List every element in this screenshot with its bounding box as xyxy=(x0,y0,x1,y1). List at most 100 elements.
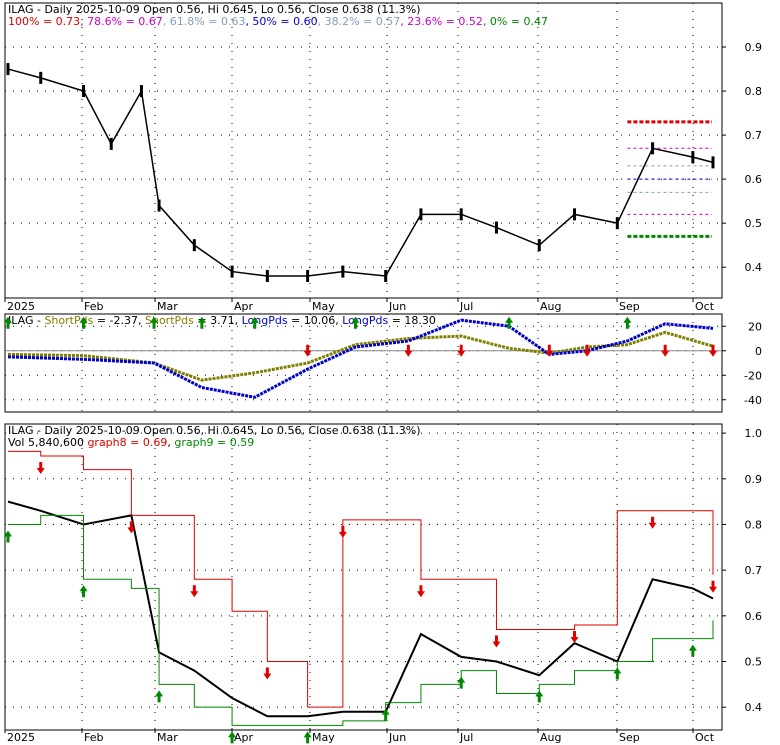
buy-arrow-icon xyxy=(381,708,390,721)
panel1-title: ILAG - Daily 2025-10-09 Open 0.56, Hi 0.… xyxy=(8,3,421,16)
y-tick-label: -40 xyxy=(744,394,762,407)
buy-arrow-icon xyxy=(613,667,622,680)
sell-arrow-icon xyxy=(570,630,579,643)
sell-arrow-icon xyxy=(492,635,501,648)
fib-level-label: , 78.6% = 0.67 xyxy=(80,15,163,28)
buy-arrow-icon xyxy=(505,316,514,329)
fib-level-label: 100% = 0.73 xyxy=(8,15,80,28)
price-bar xyxy=(192,239,196,252)
y-tick-label: 0.9 xyxy=(745,473,763,486)
buy-arrow-icon xyxy=(197,316,206,329)
panel3-legend-part: graph8 = 0.69 xyxy=(87,436,167,449)
y-tick-label: -20 xyxy=(744,369,762,382)
buy-arrow-icon xyxy=(457,676,466,689)
panel-frame-2 xyxy=(4,313,723,413)
fib-level-label: , 23.6% = 0.52 xyxy=(400,15,483,28)
fib-level-label: , 0% = 0.47 xyxy=(483,15,548,28)
price-bar xyxy=(139,85,143,98)
fib-level-label: , 61.8% = 0.63 xyxy=(163,15,246,28)
sell-arrow-icon xyxy=(709,580,717,593)
price-bar xyxy=(265,269,269,282)
panel2-legend-part: ShortPds xyxy=(44,314,93,327)
x-tick-label: May xyxy=(312,731,335,744)
price-bar xyxy=(306,269,310,282)
graph8-line xyxy=(8,450,714,708)
price-bar xyxy=(6,63,10,76)
panel-frame-1 xyxy=(4,2,723,299)
panel2-legend-part: LongPds xyxy=(342,314,388,327)
sell-arrow-icon xyxy=(338,525,347,538)
buy-arrow-icon xyxy=(535,690,544,703)
panel2-legend-part: = 3.71, xyxy=(194,314,242,327)
fib-level-label: , 50% = 0.60 xyxy=(245,15,317,28)
price-bar xyxy=(384,269,388,282)
y-tick-label: 0.5 xyxy=(745,217,763,230)
x-tick-label: Apr xyxy=(234,300,254,313)
sell-arrow-icon xyxy=(545,344,554,357)
price-bar xyxy=(494,221,498,234)
y-tick-label: 0.4 xyxy=(745,261,763,274)
sell-arrow-icon xyxy=(36,461,45,474)
y-tick-label: 0.7 xyxy=(745,129,763,142)
buy-arrow-icon xyxy=(228,731,237,744)
panel2-legend-part: ShortPds xyxy=(145,314,194,327)
price-bar xyxy=(573,208,577,221)
price-bar xyxy=(419,208,423,221)
x-tick-label: Oct xyxy=(695,731,715,744)
x-tick-label: Aug xyxy=(540,300,561,313)
y-tick-label: 0.5 xyxy=(745,655,763,668)
y-tick-label: 0.8 xyxy=(745,518,763,531)
x-tick-label: 2025 xyxy=(7,731,35,744)
x-tick-label: Mar xyxy=(157,731,178,744)
buy-arrow-icon xyxy=(351,316,360,329)
buy-arrow-icon xyxy=(155,690,164,703)
x-tick-label: Aug xyxy=(540,731,561,744)
panel2-legend-part: = -2.37, xyxy=(93,314,145,327)
x-tick-label: Jun xyxy=(388,731,406,744)
price-bar xyxy=(459,208,463,221)
x-tick-label: Oct xyxy=(695,300,715,313)
panel2-legend-part: LongPds xyxy=(242,314,288,327)
price-bar xyxy=(82,85,86,98)
panel2-legend-part: = 18.30 xyxy=(388,314,436,327)
price-bar xyxy=(230,265,234,278)
sell-arrow-icon xyxy=(127,521,136,534)
fib-legend: 100% = 0.73, 78.6% = 0.67, 61.8% = 0.63,… xyxy=(8,15,548,28)
y-tick-label: 0.6 xyxy=(745,173,763,186)
price-line-lower xyxy=(7,500,714,718)
y-tick-label: 0.7 xyxy=(745,564,763,577)
price-bar xyxy=(651,142,655,155)
x-tick-label: 2025 xyxy=(7,300,35,313)
price-bar xyxy=(109,137,113,150)
price-bar xyxy=(711,156,715,169)
x-tick-label: Jul xyxy=(459,731,473,744)
x-tick-label: Feb xyxy=(84,731,103,744)
x-tick-label: Sep xyxy=(619,300,640,313)
y-tick-label: 0.9 xyxy=(745,41,763,54)
y-tick-label: 1.0 xyxy=(745,427,763,440)
y-tick-label: 0 xyxy=(755,345,762,358)
y-tick-label: 0.8 xyxy=(745,85,763,98)
x-tick-label: Jul xyxy=(459,300,473,313)
x-tick-label: Sep xyxy=(619,731,640,744)
price-line xyxy=(7,68,714,277)
panel3-legend: Vol 5,840,600 graph8 = 0.69, graph9 = 0.… xyxy=(8,436,254,449)
longpds-line xyxy=(7,318,714,399)
price-bar xyxy=(39,71,43,84)
graph9-line xyxy=(8,514,714,726)
x-tick-label: Jun xyxy=(388,300,406,313)
price-bar xyxy=(341,265,345,278)
buy-arrow-icon xyxy=(150,316,159,329)
price-bar xyxy=(615,217,619,230)
sell-arrow-icon xyxy=(583,344,592,357)
panel2-legend-part: ILAG - xyxy=(8,314,44,327)
y-tick-label: 20 xyxy=(748,320,762,333)
buy-arrow-icon xyxy=(4,316,12,329)
sell-arrow-icon xyxy=(648,516,657,529)
y-tick-label: 0.4 xyxy=(745,701,763,714)
price-bar xyxy=(691,151,695,164)
y-tick-label: 0.6 xyxy=(745,610,763,623)
x-tick-label: May xyxy=(312,300,335,313)
buy-arrow-icon xyxy=(250,316,259,329)
